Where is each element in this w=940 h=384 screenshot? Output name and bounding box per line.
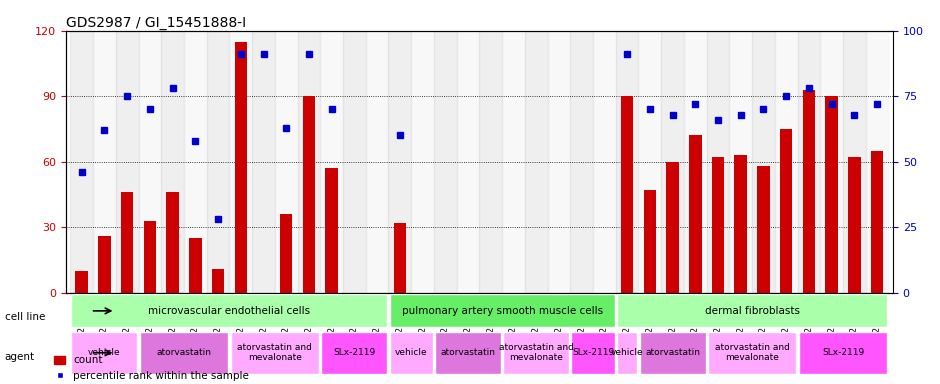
FancyBboxPatch shape <box>71 295 387 327</box>
Bar <box>207 31 229 293</box>
Bar <box>394 223 406 293</box>
Bar <box>689 136 701 293</box>
Bar <box>525 31 548 293</box>
Bar <box>162 31 184 293</box>
Legend: count, percentile rank within the sample: count, percentile rank within the sample <box>53 353 251 382</box>
FancyBboxPatch shape <box>617 295 887 327</box>
Bar <box>548 31 571 293</box>
FancyBboxPatch shape <box>572 331 615 374</box>
FancyBboxPatch shape <box>140 331 228 374</box>
Bar <box>235 41 247 293</box>
Bar <box>274 31 298 293</box>
FancyBboxPatch shape <box>617 331 637 374</box>
FancyBboxPatch shape <box>435 331 501 374</box>
Bar <box>775 31 797 293</box>
Text: atorvastatin: atorvastatin <box>441 348 495 357</box>
Bar <box>457 31 479 293</box>
FancyBboxPatch shape <box>71 331 137 374</box>
Bar <box>212 268 225 293</box>
Bar <box>434 31 457 293</box>
Bar <box>712 157 724 293</box>
Bar <box>138 31 162 293</box>
Text: atorvastatin and
mevalonate: atorvastatin and mevalonate <box>238 343 312 362</box>
FancyBboxPatch shape <box>639 331 706 374</box>
Bar <box>252 31 274 293</box>
Bar <box>144 220 156 293</box>
Text: atorvastatin and
mevalonate: atorvastatin and mevalonate <box>499 343 573 362</box>
Text: dermal fibroblasts: dermal fibroblasts <box>705 306 800 316</box>
Text: microvascular endothelial cells: microvascular endothelial cells <box>149 306 310 316</box>
Bar <box>229 31 252 293</box>
Bar <box>116 31 138 293</box>
Text: pulmonary artery smooth muscle cells: pulmonary artery smooth muscle cells <box>401 306 603 316</box>
Text: GDS2987 / GI_15451888-I: GDS2987 / GI_15451888-I <box>66 16 246 30</box>
Bar <box>644 190 656 293</box>
Bar <box>734 155 747 293</box>
Text: vehicle: vehicle <box>88 348 120 357</box>
Text: atorvastatin: atorvastatin <box>156 348 212 357</box>
Bar <box>707 31 729 293</box>
Bar <box>184 31 207 293</box>
FancyBboxPatch shape <box>503 331 569 374</box>
Bar <box>321 31 343 293</box>
Bar <box>666 162 679 293</box>
FancyBboxPatch shape <box>708 331 796 374</box>
Bar <box>848 157 861 293</box>
Bar <box>303 96 315 293</box>
Bar <box>166 192 179 293</box>
Bar <box>684 31 707 293</box>
Text: vehicle: vehicle <box>611 348 643 357</box>
Bar <box>325 168 338 293</box>
Bar <box>70 31 93 293</box>
FancyBboxPatch shape <box>230 331 320 374</box>
FancyBboxPatch shape <box>321 331 387 374</box>
Bar <box>343 31 366 293</box>
Bar <box>280 214 292 293</box>
Text: agent: agent <box>5 352 35 362</box>
Text: vehicle: vehicle <box>395 348 428 357</box>
FancyBboxPatch shape <box>390 295 615 327</box>
Bar <box>411 31 434 293</box>
Bar <box>661 31 684 293</box>
Bar <box>189 238 201 293</box>
Text: SLx-2119: SLx-2119 <box>572 348 614 357</box>
Bar <box>803 89 815 293</box>
Bar <box>388 31 411 293</box>
Bar <box>75 271 88 293</box>
Bar <box>780 129 792 293</box>
Bar <box>93 31 116 293</box>
Text: atorvastatin and
mevalonate: atorvastatin and mevalonate <box>714 343 790 362</box>
Bar <box>121 192 133 293</box>
Bar <box>593 31 616 293</box>
Bar <box>752 31 775 293</box>
Text: SLx-2119: SLx-2119 <box>822 348 864 357</box>
Bar <box>98 236 111 293</box>
Bar <box>729 31 752 293</box>
Bar <box>821 31 843 293</box>
FancyBboxPatch shape <box>390 331 432 374</box>
Text: SLx-2119: SLx-2119 <box>334 348 376 357</box>
Bar <box>479 31 502 293</box>
Bar <box>571 31 593 293</box>
Text: cell line: cell line <box>5 312 45 322</box>
Bar <box>638 31 661 293</box>
Bar <box>620 96 634 293</box>
Bar <box>825 96 838 293</box>
Bar <box>758 166 770 293</box>
FancyBboxPatch shape <box>799 331 887 374</box>
Bar <box>616 31 638 293</box>
Text: atorvastatin: atorvastatin <box>645 348 700 357</box>
Bar <box>502 31 525 293</box>
Bar <box>843 31 866 293</box>
Bar <box>866 31 888 293</box>
Bar <box>298 31 321 293</box>
Bar <box>366 31 388 293</box>
Bar <box>797 31 821 293</box>
Bar <box>870 151 884 293</box>
